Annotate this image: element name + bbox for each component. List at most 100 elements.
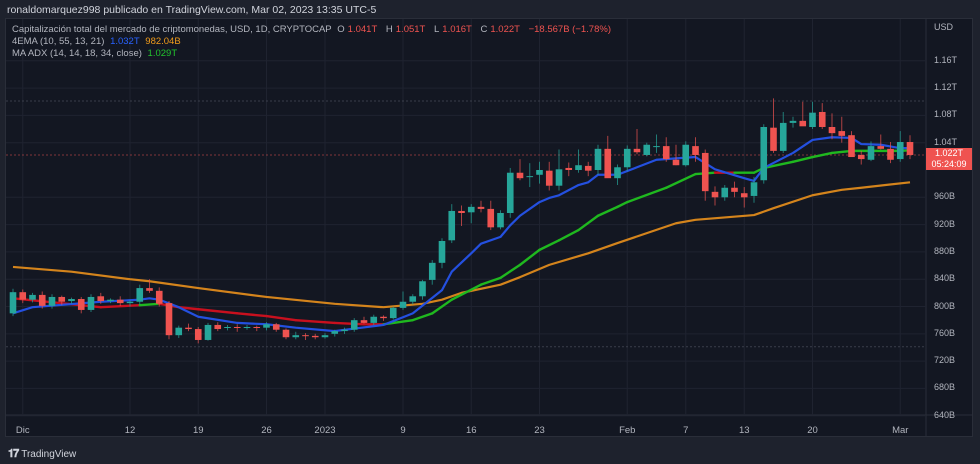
- ema-title: 4EMA (10, 55, 13, 21): [12, 36, 105, 47]
- candle-body: [360, 320, 368, 323]
- candle-body: [38, 294, 46, 306]
- candle-body: [516, 172, 524, 179]
- candle-body: [487, 208, 495, 228]
- candle-body: [575, 165, 582, 170]
- candle-body: [185, 327, 192, 330]
- ma-adx-segment: [499, 263, 522, 280]
- candle-body: [536, 170, 543, 175]
- candle-body: [828, 126, 836, 134]
- time-tick: Dic: [15, 425, 30, 436]
- ma-adx-legend[interactable]: MA ADX (14, 14, 18, 34, close) 1.029T: [12, 48, 180, 59]
- candle-body: [584, 165, 592, 171]
- candle-body: [302, 335, 309, 337]
- candle-body: [653, 146, 660, 148]
- candle-body: [243, 326, 251, 328]
- candle-body: [165, 303, 173, 336]
- candle-body: [740, 193, 748, 198]
- time-tick: 16: [465, 425, 477, 436]
- candle-body: [506, 172, 514, 214]
- ma-adx-segment: [138, 302, 161, 307]
- ma-adx-segment: [177, 306, 200, 311]
- time-tick: 19: [192, 425, 204, 436]
- brand-name: TradingView: [21, 449, 77, 460]
- price-tick: 800B: [934, 300, 956, 311]
- time-tick: 23: [534, 425, 545, 436]
- candle-body: [448, 210, 456, 241]
- ma-adx-segment: [791, 155, 814, 164]
- ma-adx-segment: [11, 297, 102, 309]
- candle-body: [409, 296, 417, 302]
- ma-adx-segment: [450, 283, 483, 301]
- price-tick: 880B: [934, 245, 956, 256]
- candle-body: [136, 288, 144, 302]
- candle-body: [565, 167, 573, 170]
- candle-body: [497, 213, 504, 228]
- ma-adx-segment: [762, 160, 795, 170]
- ohlc-low: L 1.016T: [433, 24, 472, 35]
- ema-legend[interactable]: 4EMA (10, 55, 13, 21) 1.032T 982.04B: [12, 36, 184, 47]
- candle-body: [896, 142, 904, 160]
- price-chart[interactable]: [0, 0, 980, 440]
- candle-body: [29, 294, 36, 300]
- ma-adx-segment: [99, 303, 141, 309]
- candle-body: [350, 320, 358, 330]
- tradingview-branding[interactable]: 𝟏𝟕 TradingView: [8, 448, 76, 461]
- candle-body: [68, 299, 75, 302]
- publication-info: ronaldomarquez998 publicado en TradingVi…: [7, 4, 377, 16]
- candle-body: [253, 326, 261, 328]
- candle-body: [126, 301, 134, 304]
- candle-body: [604, 148, 612, 179]
- candle-body: [9, 292, 17, 314]
- candle-body: [643, 144, 651, 155]
- candle-body: [838, 131, 846, 136]
- candle-body: [662, 146, 670, 160]
- candle-body: [857, 154, 865, 160]
- time-tick: 20: [807, 425, 818, 436]
- ma-adx-segment: [577, 214, 600, 232]
- ema-fast-line: [12, 136, 910, 333]
- price-tick: 840B: [934, 273, 956, 284]
- currency-label[interactable]: USD: [934, 22, 954, 32]
- price-tick: 1.08T: [934, 109, 958, 120]
- candle-body: [194, 329, 202, 340]
- ma-adx-value: 1.029T: [147, 48, 178, 59]
- candle-body: [721, 187, 729, 198]
- candle-body: [799, 120, 807, 127]
- price-tick: 960B: [934, 191, 956, 202]
- ma-adx-segment: [626, 186, 668, 204]
- ma-adx-segment: [665, 172, 697, 189]
- price-tick: 640B: [934, 409, 956, 420]
- candle-body: [282, 329, 290, 338]
- candle-body: [97, 296, 105, 302]
- candle-body: [272, 324, 280, 330]
- candle-body: [370, 316, 378, 323]
- candle-body: [399, 301, 407, 308]
- ma-adx-segment: [236, 312, 268, 318]
- tradingview-logo-icon: 𝟏𝟕: [8, 448, 19, 460]
- candle-body: [477, 206, 485, 209]
- ma-adx-segment: [411, 312, 434, 322]
- price-tick: 1.04T: [934, 136, 958, 147]
- time-tick: Mar: [892, 425, 909, 436]
- ohlc-close: C 1.022T: [480, 24, 520, 35]
- time-tick: 13: [738, 425, 750, 436]
- candle-body: [233, 326, 241, 328]
- ma-adx-segment: [538, 239, 561, 252]
- candle-body: [614, 167, 621, 179]
- candle-body: [146, 288, 153, 291]
- candle-body: [906, 142, 914, 155]
- candle-body: [116, 299, 124, 304]
- candle-body: [331, 331, 339, 334]
- candle-body: [341, 329, 348, 332]
- ema-slow-line: [12, 181, 911, 309]
- time-tick: 7: [683, 425, 689, 436]
- candle-body: [789, 120, 797, 123]
- candle-body: [224, 326, 231, 328]
- candle-body: [321, 335, 329, 338]
- candle-body: [848, 135, 855, 158]
- candle-body: [750, 182, 758, 196]
- price-tick: 1.12T: [934, 82, 958, 93]
- candle-body: [555, 169, 563, 186]
- symbol-title[interactable]: Capitalización total del mercado de crip…: [12, 24, 332, 35]
- time-tick: 12: [124, 425, 136, 436]
